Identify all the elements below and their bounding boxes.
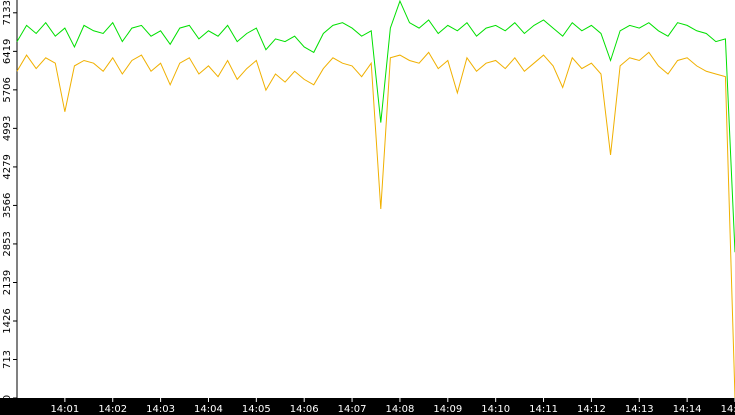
x-axis-band	[0, 398, 735, 415]
y-tick-label: 4279	[2, 154, 13, 179]
y-tick-label: 3566	[2, 193, 13, 218]
series-line	[16, 51, 735, 399]
x-tick-label: 14:12	[577, 404, 606, 415]
y-tick-label: 2853	[2, 231, 13, 256]
series-line	[16, 0, 735, 253]
x-tick-label: 14:09	[433, 404, 462, 415]
y-tick-label: 6419	[2, 39, 13, 64]
x-tick-label: 14:08	[386, 404, 415, 415]
x-tick-label: 14:13	[625, 404, 654, 415]
x-tick-label: 14:05	[242, 404, 271, 415]
x-tick-label: 14:06	[290, 404, 319, 415]
x-tick-label: 14:07	[338, 404, 367, 415]
y-tick-label: 713	[2, 350, 13, 369]
x-tick-label: 14:04	[194, 404, 223, 415]
y-tick-label: 4993	[2, 116, 13, 141]
x-tick-label: 14:02	[98, 404, 127, 415]
x-tick-label: 14:03	[146, 404, 175, 415]
y-tick-label: 1426	[2, 308, 13, 333]
y-tick-label: 2139	[2, 270, 13, 295]
x-tick-label: 14:11	[529, 404, 558, 415]
x-tick-label: 14:10	[481, 404, 510, 415]
y-tick-label: 0	[2, 395, 13, 401]
y-tick-label: 5706	[2, 77, 13, 102]
x-tick-label: 14:01	[50, 404, 79, 415]
x-tick-label: 14:15	[721, 404, 735, 415]
x-tick-label: 14:14	[673, 404, 702, 415]
y-tick-label: 7133	[2, 0, 13, 25]
